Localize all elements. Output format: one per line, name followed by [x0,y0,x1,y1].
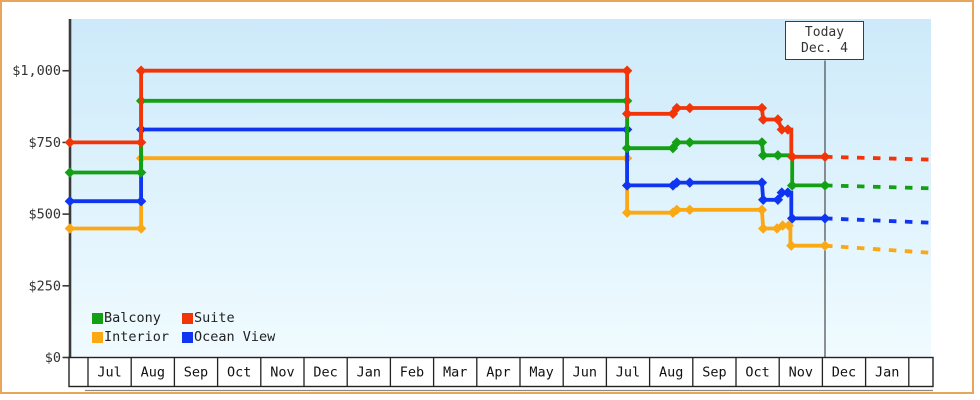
month-label: Sep [184,365,208,381]
month-label: Sep [702,365,726,381]
series-interior-marker [671,204,683,216]
series-suite-marker [786,151,798,162]
series-suite-projection-dash [824,154,931,162]
series-suite-marker [671,102,683,114]
legend-item-ocean-view: Ocean View [182,329,275,345]
y-tick-label: $750 [28,135,61,151]
legend-item-interior: Interior [92,329,182,345]
month-label: Dec [832,365,856,381]
legend-item-suite: Suite [182,310,275,326]
legend-label: Interior [104,329,170,345]
series-balcony-marker [819,180,831,191]
month-label: Jun [573,365,597,381]
series-balcony-marker [756,137,768,148]
series-balcony-marker [684,137,695,148]
month-label: Oct [227,365,251,381]
month-label: Dec [313,365,337,381]
series-suite-marker [64,137,76,148]
y-tick-label: $0 [45,350,61,366]
series-interior-marker [64,223,76,234]
month-label: Jul [97,365,121,381]
month-label: Feb [400,365,424,381]
series-balcony-marker [671,137,683,148]
legend-swatch [182,331,193,343]
series-ocean-view-projection-dash [824,216,931,225]
series-interior-marker [758,223,769,234]
series-suite-marker [758,114,769,125]
month-label: Oct [745,365,769,381]
series-suite-marker [621,65,633,76]
series-suite-marker [667,108,679,119]
series-balcony-marker [135,167,147,178]
series-ocean-view-marker [782,187,794,198]
series-interior-marker [771,223,783,234]
today-label: Today [804,25,845,40]
series-ocean-view-marker [819,213,831,224]
series-balcony-marker [758,150,769,161]
month-label: Aug [659,365,683,381]
series-suite-marker [621,108,633,119]
series-ocean-view-marker [621,180,633,191]
month-label: May [529,365,553,381]
series-interior-marker [786,240,797,251]
series-balcony-projection-dash [824,183,931,191]
legend-label: Ocean View [194,329,276,345]
series-interior-marker [783,220,794,231]
series-balcony-marker [621,142,633,154]
series-ocean-view-marker [135,196,147,207]
month-band [68,356,934,388]
series-suite-marker [782,124,794,135]
month-label: Apr [486,365,510,381]
series-ocean-view-marker [64,196,76,207]
series-interior-marker [819,240,831,251]
series-interior-marker [756,204,768,216]
month-label: Jan [875,365,899,381]
series-interior-marker [777,220,788,231]
today-date: Dec. 4 [801,41,848,56]
series-suite-marker [776,124,787,135]
series-balcony-marker [64,167,76,178]
series-suite-marker [756,102,768,114]
series-interior-marker [621,207,633,218]
series-interior-marker [667,207,679,218]
month-label: Jul [616,365,640,381]
legend-swatch [92,312,103,324]
month-label: Aug [141,365,165,381]
series-ocean-view-marker [786,213,798,224]
series-ocean-view-marker [667,180,679,191]
month-label: Nov [270,365,294,381]
legend-item-balcony: Balcony [92,310,182,326]
today-annotation: Today Dec. 4 [785,21,864,60]
series-interior-marker [135,223,147,234]
y-tick-label: $1,000 [12,63,61,79]
y-tick-label: $500 [28,207,61,223]
series-balcony-marker [667,142,679,154]
month-label: Nov [789,365,813,381]
series-suite-marker [135,65,147,76]
series-ocean-view-marker [756,177,768,188]
month-label: Mar [443,365,467,381]
series-suite-marker [684,102,695,114]
series-suite-marker [772,114,784,125]
legend-swatch [182,312,193,324]
chart-legend: Balcony Suite Interior Ocean View [92,310,275,345]
series-ocean-view-marker [684,177,695,188]
series-interior-projection-dash [824,243,931,255]
series-interior-marker [684,204,695,216]
series-balcony-marker [786,180,798,191]
series-balcony-marker [772,150,784,161]
series-suite-marker [819,151,831,162]
series-ocean-view-marker [776,187,787,198]
legend-label: Suite [194,310,235,326]
series-ocean-view-marker [671,177,683,188]
y-tick-label: $250 [28,278,61,294]
legend-label: Balcony [104,310,161,326]
series-ocean-view-marker [772,194,784,205]
series-suite-marker [135,137,147,148]
legend-swatch [92,331,103,343]
month-label: Jan [357,365,381,381]
series-ocean-view-marker [758,194,769,205]
